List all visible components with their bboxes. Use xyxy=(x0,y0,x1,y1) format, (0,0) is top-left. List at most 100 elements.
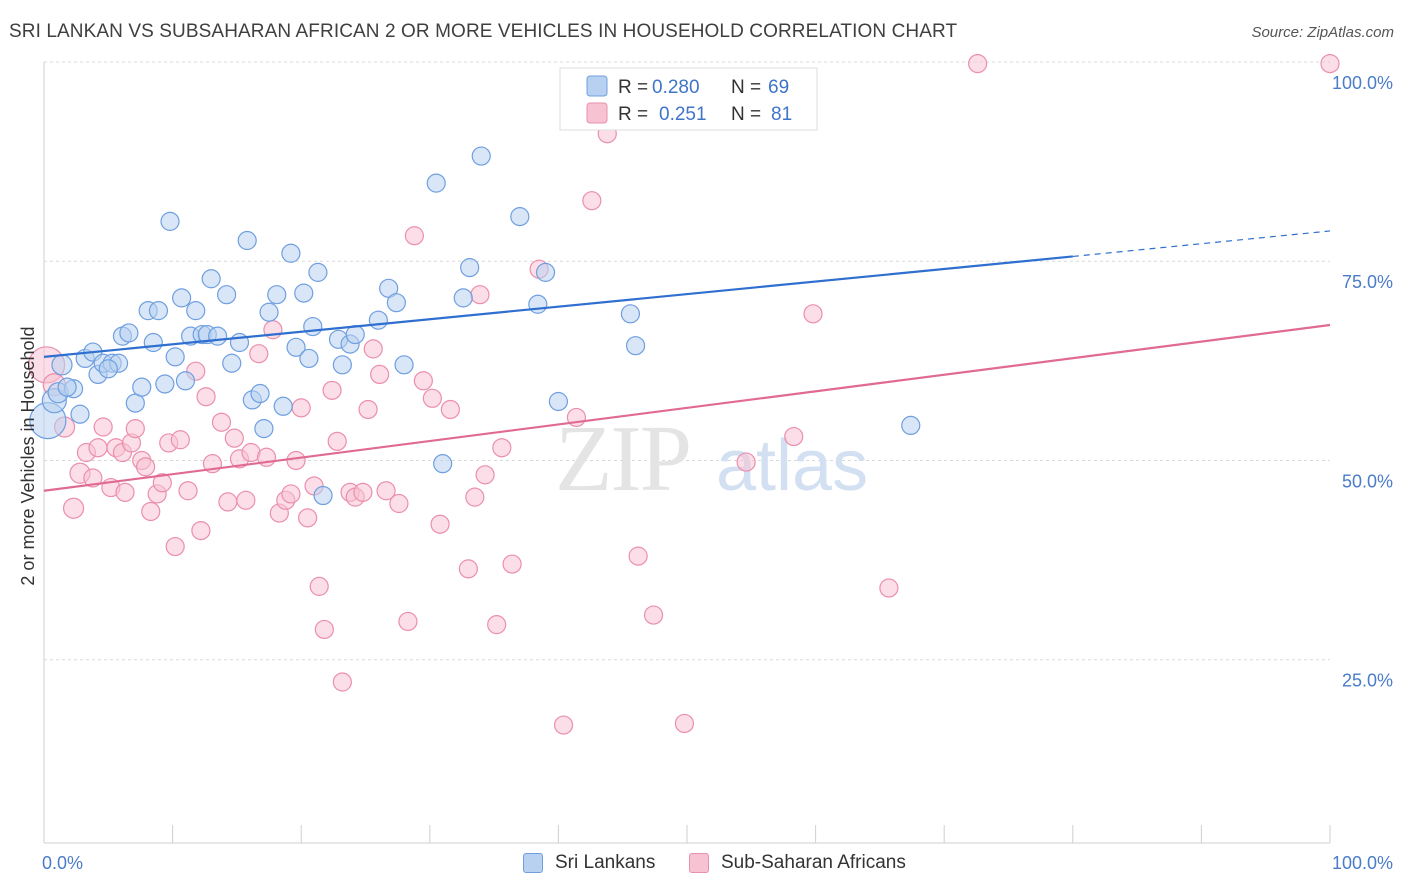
sub-saharan-point xyxy=(784,426,804,447)
sri-lankan-point xyxy=(548,391,569,412)
sri-lankan-point xyxy=(281,243,301,263)
sri-lankan-point xyxy=(332,355,352,375)
sri-lankan-point xyxy=(208,326,228,346)
sub-saharan-point xyxy=(249,344,269,364)
sub-saharan-point xyxy=(475,465,495,485)
sub-saharan-point xyxy=(62,497,85,519)
x-tick-label: 0.0% xyxy=(42,853,83,873)
sri-lankan-point xyxy=(57,377,77,397)
sub-saharan-point xyxy=(643,605,664,625)
grid-lines xyxy=(44,61,1330,661)
legend-label-sub-saharan: Sub-Saharan Africans xyxy=(721,852,906,873)
sri-lankan-point xyxy=(259,302,279,322)
legend-n-value-1: 69 xyxy=(768,77,789,98)
correlation-legend: R = 0.280 N = 69 R = 0.251 N = 81 xyxy=(559,67,818,131)
legend-label-sri-lankans: Sri Lankans xyxy=(555,852,656,873)
sub-saharan-point xyxy=(492,438,512,458)
sub-saharan-point xyxy=(1320,53,1340,74)
sri-lankan-point xyxy=(460,258,480,278)
sub-saharan-point xyxy=(458,559,478,579)
legend-swatch-pink xyxy=(586,102,608,124)
sub-saharan-point xyxy=(968,53,988,74)
sri-lankan-point xyxy=(394,355,414,375)
sub-saharan-point xyxy=(430,514,450,534)
sub-saharan-point xyxy=(404,226,424,246)
legend-r-label-1: R = xyxy=(618,77,648,98)
sub-saharan-point xyxy=(93,417,113,437)
sub-saharan-point xyxy=(314,619,334,640)
legend-n-label-1: N = xyxy=(731,77,761,98)
sub-saharan-point xyxy=(736,452,756,472)
sub-saharan-point xyxy=(125,418,145,439)
sri-lankan-point xyxy=(273,396,293,416)
sub-saharan-point xyxy=(115,482,135,502)
sri-lankan-point xyxy=(471,146,491,166)
legend-n-value-2: 81 xyxy=(771,104,792,125)
sub-saharan-point xyxy=(674,713,695,734)
sri-lankan-point xyxy=(148,301,169,321)
axes xyxy=(43,62,1331,844)
sub-saharan-point xyxy=(376,481,396,501)
sri-lankan-point xyxy=(70,404,90,424)
sri-lankan-point xyxy=(155,374,175,394)
sri-lankan-point xyxy=(345,324,365,345)
sri-lankan-point xyxy=(453,288,473,308)
sri-lankan-point xyxy=(286,337,306,357)
sub-saharan-point xyxy=(370,364,390,384)
sri-lankan-point xyxy=(620,304,641,324)
sri-lankan-point xyxy=(267,285,287,305)
sub-saharan-point xyxy=(178,481,198,501)
sub-saharan-point xyxy=(196,387,216,407)
sri-lankan-point xyxy=(217,285,237,305)
sri-lankan-point xyxy=(433,454,453,474)
sri-lankan-point xyxy=(186,301,206,321)
sub-saharan-point xyxy=(502,554,522,574)
sub-saharan-point xyxy=(363,339,383,359)
sri-lankan-point xyxy=(160,211,180,231)
watermark: ZIP atlas xyxy=(555,407,868,511)
sri-lankan-point xyxy=(143,332,163,353)
sri-lankan-trend-line xyxy=(43,255,1073,358)
sub-saharan-point xyxy=(211,412,232,432)
sri-lankan-point xyxy=(201,269,221,289)
sri-lankan-point xyxy=(119,323,139,343)
x-tick-label: 100.0% xyxy=(1332,853,1393,873)
sri-lankan-point xyxy=(254,418,274,439)
sri-lankan-trend-extension xyxy=(1072,230,1331,258)
sri-lankan-point xyxy=(535,262,556,282)
sub-saharan-point xyxy=(281,484,301,504)
sub-saharan-point xyxy=(152,473,172,493)
sri-lankan-point xyxy=(528,294,548,314)
sri-lankan-point xyxy=(172,288,192,308)
sri-lankan-point xyxy=(51,354,73,376)
sri-lankan-point xyxy=(250,383,270,404)
sri-lankan-point xyxy=(308,262,328,282)
sub-saharan-trend-line xyxy=(43,323,1331,492)
sri-lankan-point xyxy=(132,377,152,397)
legend-swatch-blue xyxy=(586,75,608,97)
sub-saharan-point xyxy=(422,388,442,408)
series-sri-lankan-points xyxy=(29,146,921,506)
sub-saharan-point xyxy=(298,508,318,528)
sub-saharan-point xyxy=(165,536,185,557)
sri-lankan-point xyxy=(175,371,196,391)
sub-saharan-point xyxy=(389,493,409,514)
sub-saharan-point xyxy=(88,438,108,458)
sri-lankan-point xyxy=(237,230,257,251)
sub-saharan-point xyxy=(465,487,485,507)
sub-saharan-point xyxy=(582,191,602,211)
sub-saharan-point xyxy=(224,428,244,448)
source-credit: Source: ZipAtlas.com xyxy=(1251,24,1394,41)
sub-saharan-point xyxy=(398,611,418,632)
y-tick-labels: 25.0% 50.0% 75.0% 100.0% xyxy=(1332,73,1393,691)
sri-lankan-point xyxy=(125,393,145,413)
sub-saharan-point xyxy=(286,450,306,471)
sri-lankan-point xyxy=(625,336,646,356)
sub-saharan-point xyxy=(803,304,823,324)
chart-title: SRI LANKAN VS SUBSAHARAN AFRICAN 2 OR MO… xyxy=(9,21,958,42)
series-sub-saharan-points xyxy=(27,53,1340,735)
y-tick-label: 100.0% xyxy=(1332,73,1393,93)
legend-item-sri-lankans: Sri Lankans xyxy=(523,852,655,874)
y-tick-label: 75.0% xyxy=(1342,272,1393,292)
